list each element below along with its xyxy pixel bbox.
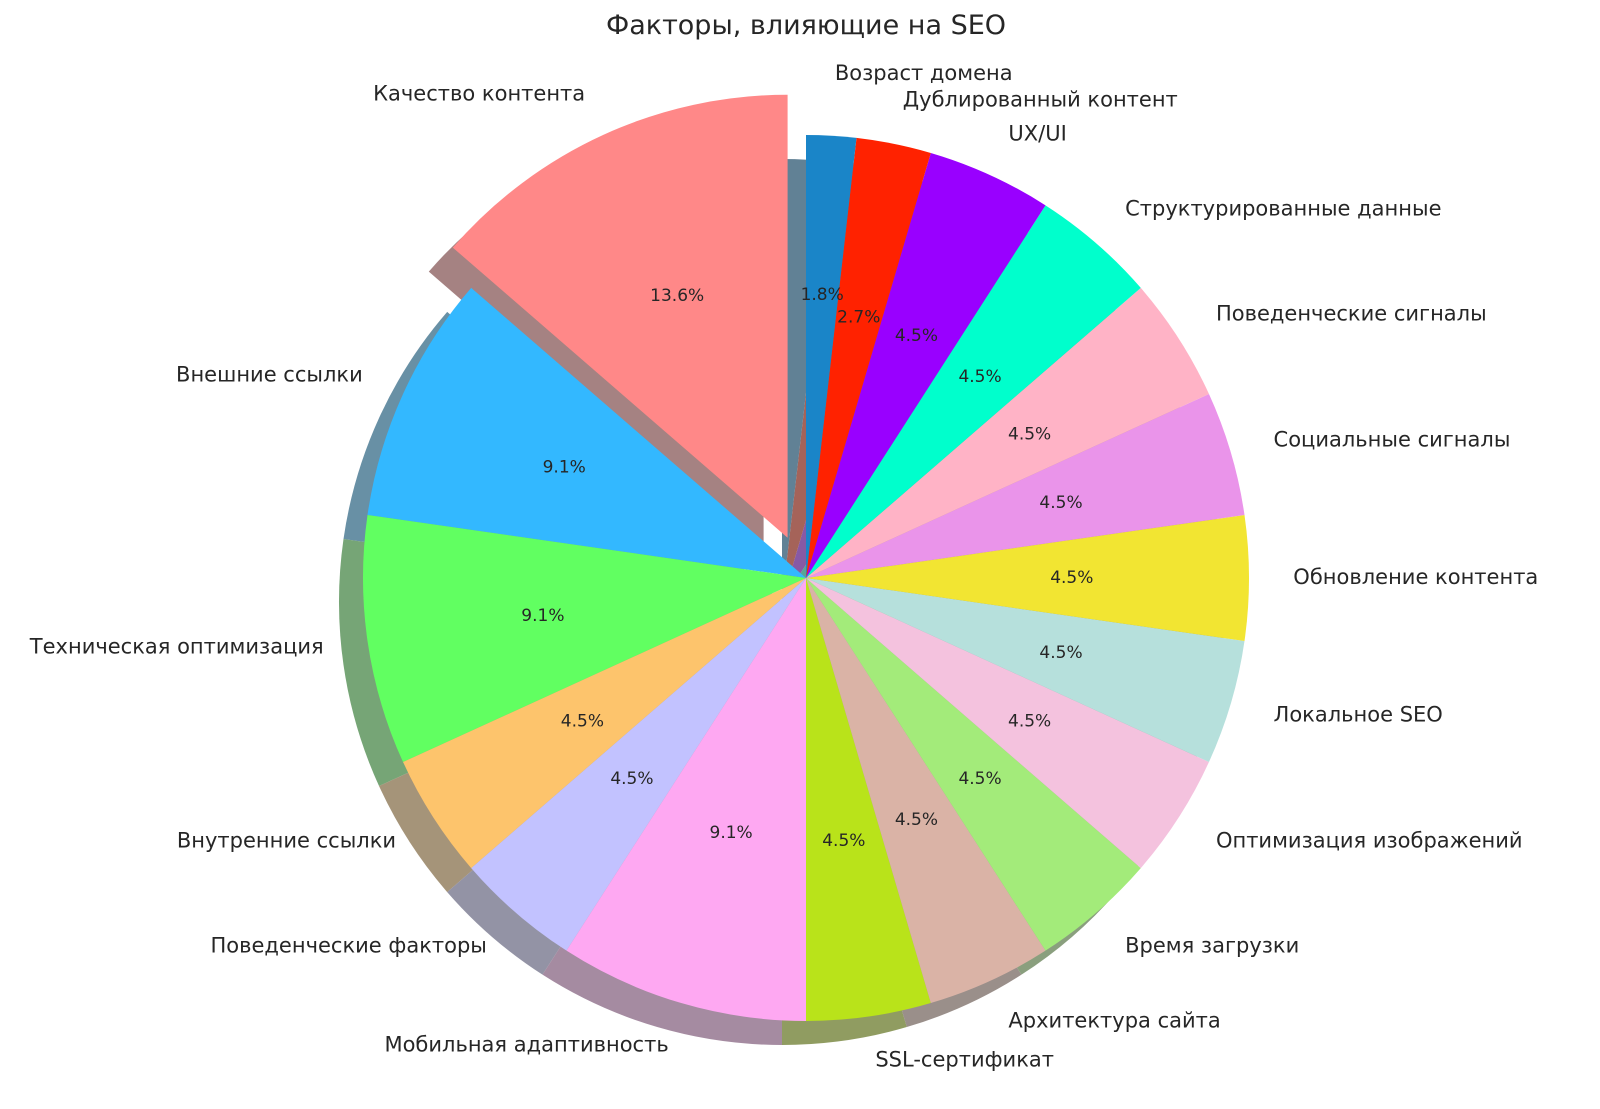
pie-wedge [806,152,1046,578]
pie-wedge [806,578,1141,951]
pie-wedge [806,393,1245,578]
pie-wedge [806,578,931,1021]
slice-label: Структурированные данные [1125,197,1441,221]
percent-label: 4.5% [822,831,865,851]
pie-wedge [471,578,806,951]
slice-label: Архитектура сайта [1008,1008,1220,1032]
slice-label: Мобильная адаптивность [384,1033,668,1057]
slice-label: Поведенческие факторы [210,933,486,957]
percent-label: 1.8% [801,285,844,305]
pie-wedge [452,94,788,538]
slice-label: Поведенческие сигналы [1216,302,1487,326]
pie-wedge [806,287,1209,578]
slice-label: Время загрузки [1125,933,1299,957]
slice-label: Внешние ссылки [176,363,363,387]
percent-label: 13.6% [650,286,704,306]
slice-label: Качество контента [373,81,585,105]
percent-label: 4.5% [1050,568,1093,588]
pie-wedge [806,578,1209,869]
wedge-layer [362,94,1249,1021]
slice-label: Обновление контента [1293,565,1538,589]
pie-wedge [806,578,1245,763]
percent-label: 9.1% [543,458,586,478]
pie-wedge [566,578,806,1021]
slice-label: Возраст домена [835,61,1013,85]
slice-label: Локальное SEO [1274,702,1443,726]
percent-label: 4.5% [1008,712,1051,732]
slice-label: UX/UI [1008,122,1066,146]
percent-label: 4.5% [1039,643,1082,663]
chart-title: Факторы, влияющие на SEO [606,10,1006,41]
percent-label: 4.5% [1008,424,1051,444]
percent-label: 9.1% [710,823,753,843]
pie-wedge [362,514,806,763]
slice-label: Оптимизация изображений [1216,828,1523,852]
percent-label: 9.1% [521,606,564,626]
percent-label: 2.7% [837,307,880,327]
percent-label: 4.5% [561,712,604,732]
percent-label: 4.5% [895,326,938,346]
percent-label: 4.5% [610,769,653,789]
slice-label: Внутренние ссылки [177,828,396,852]
percent-label: 4.5% [958,367,1001,387]
slice-label: SSL-сертификат [875,1047,1054,1071]
percent-label: 4.5% [1039,493,1082,513]
label-layer: Качество контента 13.6% Внешние ссылки 9.1%… [29,61,1538,1072]
percent-label: 4.5% [958,769,1001,789]
pie-wedge [806,135,857,578]
pie-wedge [806,205,1141,578]
slice-label: Дублированный контент [903,87,1178,111]
pie-wedge [403,578,806,869]
slice-label: Социальные сигналы [1274,428,1511,452]
pie-wedge [806,137,931,579]
pie-wedge [367,287,806,578]
percent-label: 4.5% [895,810,938,830]
pie-wedge [806,578,1046,1004]
slice-label: Техническая оптимизация [29,634,324,658]
pie-wedge [806,514,1249,642]
